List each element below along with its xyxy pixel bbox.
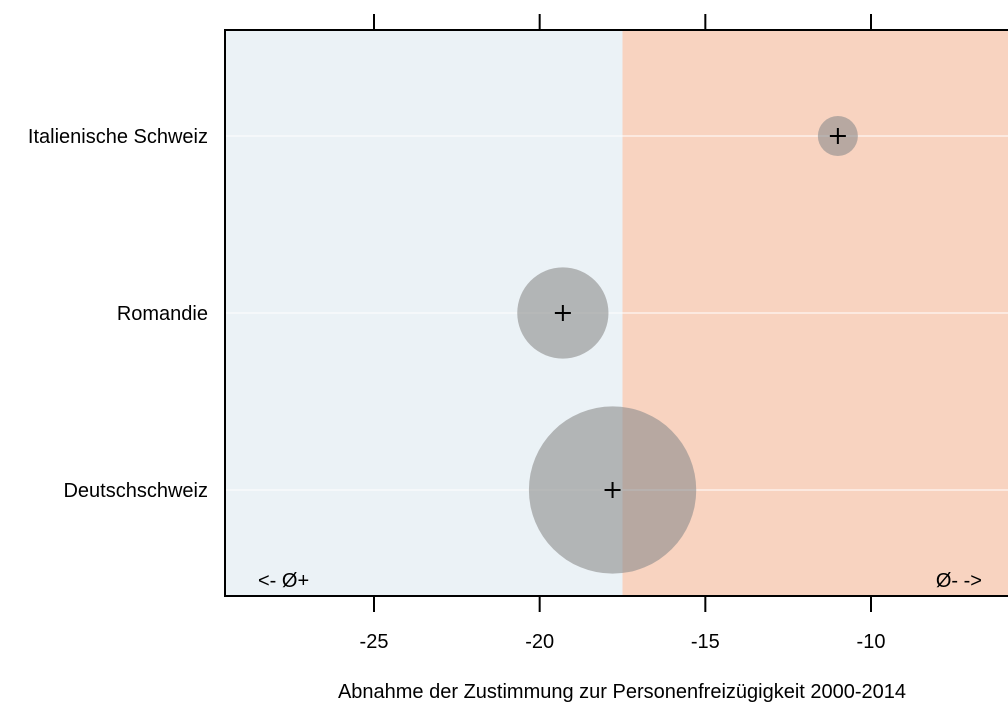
- category-label: Deutschschweiz: [63, 480, 208, 502]
- x-tick-label: -25: [360, 631, 389, 653]
- x-tick-label: -10: [857, 631, 886, 653]
- mean-markers: [554, 128, 846, 498]
- category-label: Italienische Schweiz: [28, 126, 208, 148]
- x-tick-label: -15: [691, 631, 720, 653]
- category-label: Romandie: [117, 303, 208, 325]
- x-tick-label: -20: [525, 631, 554, 653]
- right-region-label: Ø- ->: [936, 570, 982, 592]
- plot-frame: [224, 29, 1008, 597]
- category-labels: Italienische Schweiz Romandie Deutschschwe…: [28, 126, 208, 502]
- ticks: -25 -20 -15 -10: [360, 14, 886, 653]
- left-region-label: <- Ø+: [258, 570, 309, 592]
- x-axis-label: Abnahme der Zustimmung zur Personenfreiz…: [338, 681, 906, 703]
